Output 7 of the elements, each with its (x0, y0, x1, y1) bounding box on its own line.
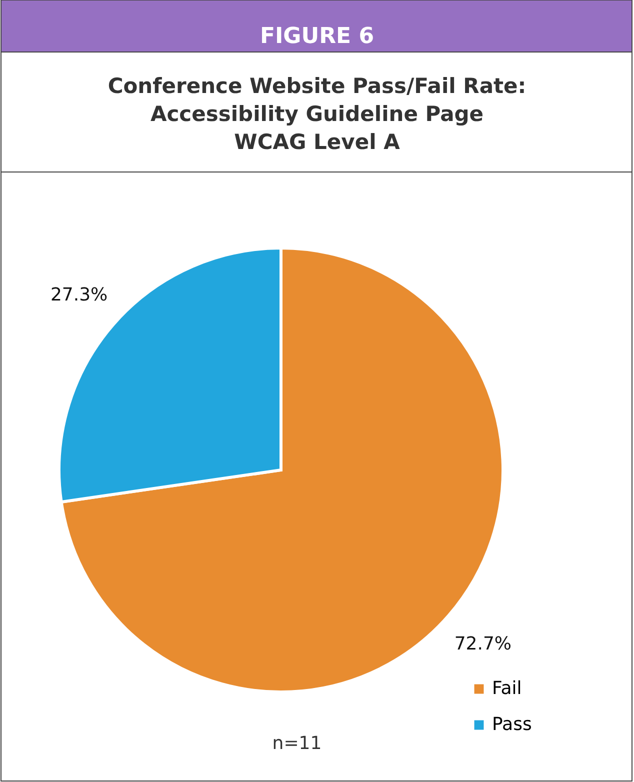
text: n=11 (272, 733, 322, 754)
legend-label: Pass (492, 714, 532, 735)
caption: FIGURE 6 (260, 24, 374, 49)
chart-title: Conference Website Pass/Fail Rate: Accessibility Guideline Page WCAG Level A (108, 74, 526, 154)
data-label: 72.7% (454, 634, 512, 655)
data-label: 27.3% (50, 284, 108, 306)
legend-label: Fail (492, 678, 522, 699)
